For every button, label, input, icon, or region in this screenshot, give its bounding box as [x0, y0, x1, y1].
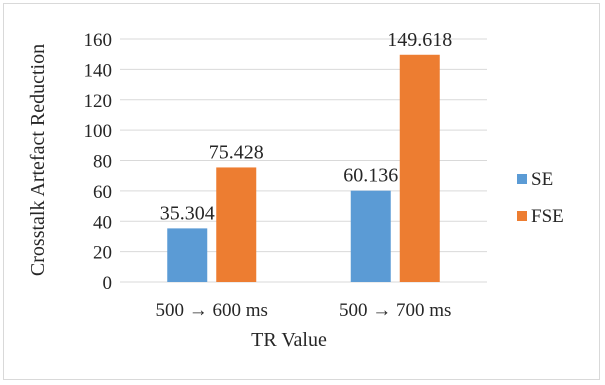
data-labels: 35.304 75.428 60.136 149.618 — [160, 29, 453, 225]
legend-label-se: SE — [531, 169, 553, 190]
y-tick-label: 0 — [103, 273, 113, 294]
bar-fse-2 — [399, 54, 440, 282]
chart-area — [3, 3, 600, 380]
y-tick-label: 140 — [84, 60, 113, 81]
y-tick-label: 100 — [84, 121, 113, 142]
legend: SE FSE — [517, 169, 564, 227]
data-label-se-1: 35.304 — [160, 202, 215, 224]
x-axis-ticks: 500 → 600 ms 500 → 700 ms — [156, 300, 452, 321]
x-axis-title: TR Value — [251, 329, 327, 351]
bar-se-1 — [167, 228, 208, 282]
data-label-fse-1: 75.428 — [209, 141, 264, 163]
bar-fse-1 — [216, 167, 257, 282]
y-tick-label: 160 — [84, 30, 113, 51]
y-tick-label: 20 — [93, 243, 112, 264]
data-label-se-2: 60.136 — [343, 165, 398, 187]
y-tick-label: 120 — [84, 91, 113, 112]
legend-swatch-se — [517, 174, 527, 184]
y-tick-label: 60 — [93, 182, 112, 203]
y-tick-label: 80 — [93, 152, 112, 173]
x-tick-label: 500 → 700 ms — [339, 300, 451, 321]
y-tick-label: 40 — [93, 212, 112, 233]
y-axis-title: Crosstalk Artefact Reduction — [27, 44, 49, 276]
data-label-fse-2: 149.618 — [387, 29, 452, 51]
legend-label-fse: FSE — [531, 206, 564, 227]
bar-se-2 — [350, 190, 391, 282]
x-tick-label: 500 → 600 ms — [156, 300, 268, 321]
y-axis-ticks: 0 20 40 60 80 100 120 140 160 — [84, 30, 113, 294]
legend-swatch-fse — [517, 211, 527, 221]
bars — [167, 54, 440, 282]
